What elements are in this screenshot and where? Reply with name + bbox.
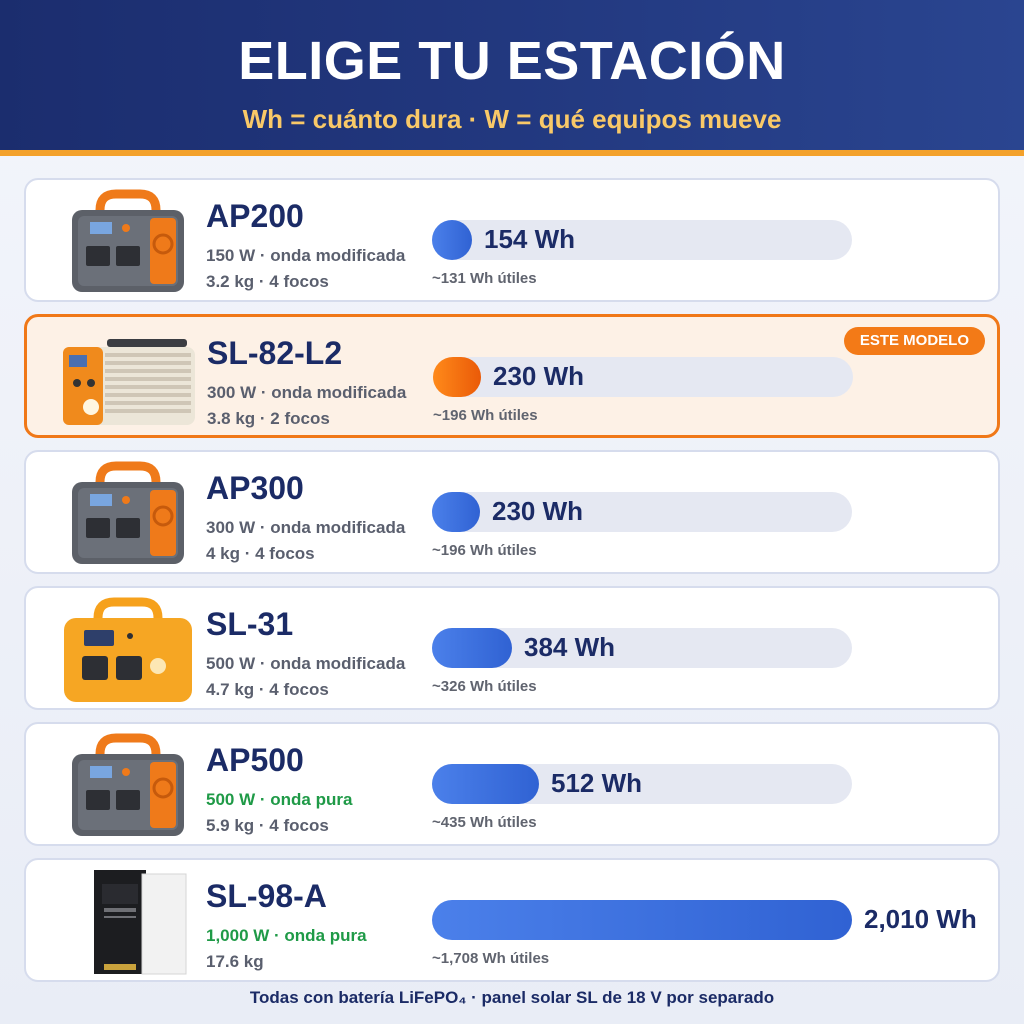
capacity-bar-fill — [432, 220, 472, 260]
usable-capacity: ~435 Wh útiles — [432, 814, 537, 831]
station-image — [54, 188, 202, 296]
station-card-sl-98-a[interactable]: SL-98-A 1,000 W · onda pura 17.6 kg 2,010 W… — [24, 858, 1000, 982]
station-name: SL-31 — [206, 606, 294, 642]
usable-capacity: ~196 Wh útiles — [433, 407, 538, 424]
usable-capacity: ~326 Wh útiles — [432, 678, 537, 695]
station-power: 300 W · onda modificada — [207, 383, 407, 402]
header-banner: ELIGE TU ESTACIÓN Wh = cuánto dura · W =… — [0, 0, 1024, 150]
station-weight: 17.6 kg — [206, 952, 264, 971]
station-name: SL-98-A — [206, 878, 327, 914]
capacity-bar-track — [432, 492, 852, 532]
station-power: 1,000 W · onda pura — [206, 926, 367, 945]
station-power: 300 W · onda modificada — [206, 518, 406, 537]
station-name: AP300 — [206, 470, 304, 506]
station-power: 500 W · onda pura — [206, 790, 353, 809]
usable-capacity: ~196 Wh útiles — [432, 542, 537, 559]
station-weight: 4.7 kg · 4 focos — [206, 680, 329, 699]
capacity-bar-fill — [432, 492, 480, 532]
station-power: 500 W · onda modificada — [206, 654, 406, 673]
station-weight: 5.9 kg · 4 focos — [206, 816, 329, 835]
capacity-label: 2,010 Wh — [864, 904, 977, 934]
capacity-label: 230 Wh — [492, 496, 584, 526]
header-divider — [0, 150, 1024, 156]
station-name: AP200 — [206, 198, 304, 234]
station-image — [54, 732, 202, 840]
capacity-bar-track — [432, 628, 852, 668]
capacity-bar-fill — [432, 764, 539, 804]
capacity-label: 512 Wh — [551, 768, 643, 798]
capacity-label: 154 Wh — [484, 224, 576, 254]
capacity-label: 384 Wh — [524, 632, 616, 662]
station-card-ap300[interactable]: AP300 300 W · onda modificada 4 kg · 4 foc… — [24, 450, 1000, 574]
station-weight: 3.8 kg · 2 focos — [207, 409, 330, 428]
station-image — [54, 596, 202, 704]
page-title: ELIGE TU ESTACIÓN — [238, 31, 786, 91]
station-name: SL-82-L2 — [207, 335, 343, 371]
capacity-bar-track — [433, 357, 853, 397]
station-card-ap500[interactable]: AP500 500 W · onda pura 5.9 kg · 4 focos 51… — [24, 722, 1000, 846]
station-image — [54, 868, 202, 976]
station-power: 150 W · onda modificada — [206, 246, 406, 265]
station-card-ap200[interactable]: AP200 150 W · onda modificada 3.2 kg · 4 f… — [24, 178, 1000, 302]
station-card-sl-31[interactable]: SL-31 500 W · onda modificada 4.7 kg · 4 f… — [24, 586, 1000, 710]
usable-capacity: ~1,708 Wh útiles — [432, 950, 550, 967]
station-name: AP500 — [206, 742, 304, 778]
capacity-label: 230 Wh — [493, 361, 585, 391]
capacity-bar-track — [432, 220, 852, 260]
this-model-badge: ESTE MODELO — [843, 327, 985, 355]
footer-note: Todas con batería LiFePO₄ · panel solar … — [249, 988, 775, 1007]
capacity-bar-track — [432, 900, 852, 940]
capacity-bar-fill — [432, 628, 512, 668]
capacity-bar-fill — [432, 900, 852, 940]
capacity-bar-track — [432, 764, 852, 804]
capacity-bar-fill — [433, 357, 481, 397]
station-image — [54, 460, 202, 568]
station-weight: 4 kg · 4 focos — [206, 544, 315, 563]
station-image — [55, 325, 203, 433]
station-weight: 3.2 kg · 4 focos — [206, 272, 329, 291]
page-subtitle: Wh = cuánto dura · W = qué equipos mueve — [242, 104, 782, 134]
usable-capacity: ~131 Wh útiles — [432, 270, 537, 287]
station-card-sl-82-l2[interactable]: SL-82-L2 300 W · onda modificada 3.8 kg · … — [24, 314, 1000, 438]
